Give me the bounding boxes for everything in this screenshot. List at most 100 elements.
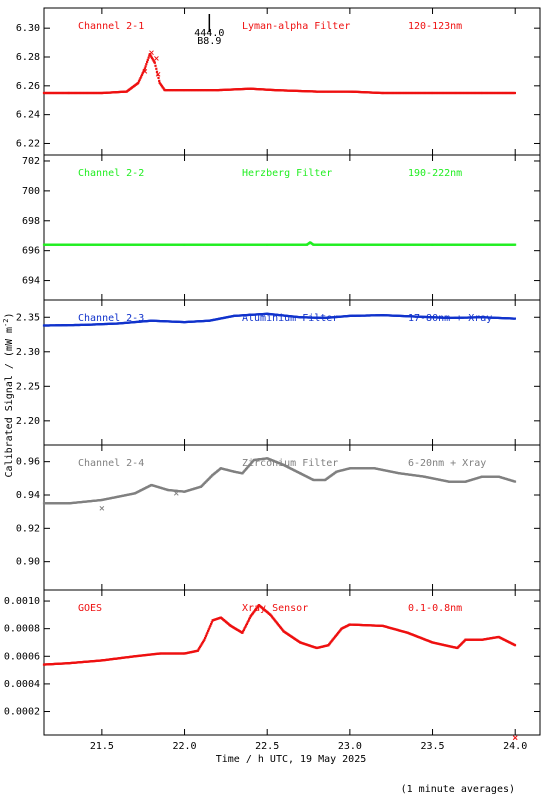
series-4	[42, 457, 517, 511]
series-2	[42, 241, 517, 246]
data-point	[241, 631, 244, 634]
chart-panel-5: 0.0002 0.0004 0.0006 0.0008 0.0010 GOES Xray S…	[4, 589, 541, 741]
data-point	[154, 64, 157, 67]
data-point	[200, 643, 203, 646]
channel-label: Channel 2-2	[78, 168, 144, 179]
filter-label: Lyman-alpha Filter	[242, 21, 350, 32]
y-tick-label: 6.30	[16, 23, 40, 34]
y-tick-label: 6.28	[16, 52, 40, 63]
band-label: 120-123nm	[408, 21, 462, 32]
data-point	[203, 638, 206, 641]
data-point	[140, 73, 144, 76]
data-point	[158, 79, 161, 82]
data-point	[140, 75, 143, 78]
data-point	[207, 628, 210, 631]
y-tick-label: 700	[22, 186, 40, 197]
y-tick-label: 0.92	[16, 523, 40, 534]
y-tick-label: 6.22	[16, 138, 40, 149]
data-point	[204, 636, 207, 640]
chart-panel-4: 0.90 0.92 0.94 0.96 Channel 2-4 Zirconium Fil…	[16, 444, 541, 591]
y-tick-label: 694	[22, 276, 40, 287]
data-point	[197, 648, 200, 651]
y-tick-label: 2.30	[16, 347, 40, 358]
outlier-point	[142, 69, 148, 74]
data-point	[210, 621, 213, 624]
data-point	[201, 642, 204, 645]
y-tick-label: 6.24	[16, 110, 40, 121]
data-point	[513, 91, 516, 95]
band-label: 190-222nm	[408, 168, 462, 179]
y-tick-label: 2.35	[16, 312, 40, 323]
data-point	[246, 621, 249, 624]
y-tick-label: 0.0006	[4, 651, 40, 662]
y-tick-label: 0.0004	[4, 679, 40, 690]
channel-label: GOES	[78, 603, 102, 614]
data-point	[513, 644, 517, 647]
data-point	[146, 58, 149, 61]
outlier-point	[512, 735, 518, 741]
data-point	[151, 58, 154, 61]
data-point	[202, 639, 205, 642]
band-label: 17-80nm + Xray	[408, 313, 492, 324]
data-point	[248, 616, 251, 619]
filter-label: Zirconium Filter	[242, 458, 338, 469]
channel-label: Channel 2-1	[78, 21, 144, 32]
x-tick-label: 22.0	[172, 741, 196, 752]
data-point	[155, 67, 158, 70]
filter-label: Xray Sensor	[242, 603, 308, 614]
y-tick-label: 0.0002	[4, 707, 40, 718]
data-point	[138, 78, 141, 81]
channel-label: Channel 2-3	[78, 313, 144, 324]
chart-panel-3: 2.20 2.25 2.30 2.35 Channel 2-3 Aluminium Fil…	[16, 299, 541, 446]
data-point	[146, 60, 149, 64]
x-tick-label: 24.0	[503, 741, 527, 752]
marker-label-top: 444.0	[194, 28, 224, 39]
data-point	[142, 70, 145, 73]
outlier-point	[149, 50, 154, 56]
data-point	[207, 629, 210, 633]
y-tick-label: 0.0010	[4, 596, 40, 607]
data-point	[513, 317, 516, 320]
y-tick-label: 702	[22, 156, 40, 167]
x-axis-title: Time / h UTC, 19 May 2025	[216, 754, 367, 765]
y-tick-label: 2.25	[16, 381, 40, 392]
data-point	[145, 63, 148, 66]
y-tick-label: 698	[22, 216, 40, 227]
data-point	[150, 56, 154, 60]
data-point	[155, 70, 159, 73]
series-3	[42, 312, 516, 327]
data-point	[199, 644, 202, 647]
x-tick-label: 23.5	[420, 741, 444, 752]
marker-label-bottom: B8.9	[197, 36, 221, 47]
channel-label: Channel 2-4	[78, 458, 144, 469]
data-point	[162, 87, 165, 90]
data-point	[242, 630, 245, 633]
outlier-point	[99, 505, 105, 511]
band-label: 0.1-0.8nm	[408, 603, 462, 614]
averaging-footnote: (1 minute averages)	[401, 784, 515, 795]
data-point	[513, 480, 517, 483]
data-point	[157, 76, 160, 79]
y-axis-title-superscript: -2	[2, 319, 10, 327]
data-point	[198, 645, 202, 649]
data-point	[196, 649, 199, 652]
data-point	[208, 626, 211, 629]
y-tick-label: 2.20	[16, 416, 40, 427]
data-point	[205, 633, 208, 636]
x-tick-label: 22.5	[255, 741, 279, 752]
y-tick-label: 0.94	[16, 490, 40, 501]
data-point	[201, 641, 205, 644]
y-tick-label: 0.96	[16, 457, 40, 468]
data-point	[143, 67, 146, 70]
outlier-point	[154, 56, 159, 61]
data-point	[150, 55, 153, 58]
data-point	[243, 627, 246, 630]
filter-label: Herzberg Filter	[242, 168, 332, 179]
data-point	[245, 622, 248, 625]
data-point	[206, 631, 209, 634]
chart-panel-1: 6.22 6.24 6.26 6.28 6.30 Channel 2-1 Lyman-alp…	[16, 7, 541, 156]
data-point	[137, 80, 141, 83]
data-point	[247, 619, 250, 622]
x-axis: 21.5 22.0 22.5 23.0 23.5 24.0	[90, 741, 527, 752]
